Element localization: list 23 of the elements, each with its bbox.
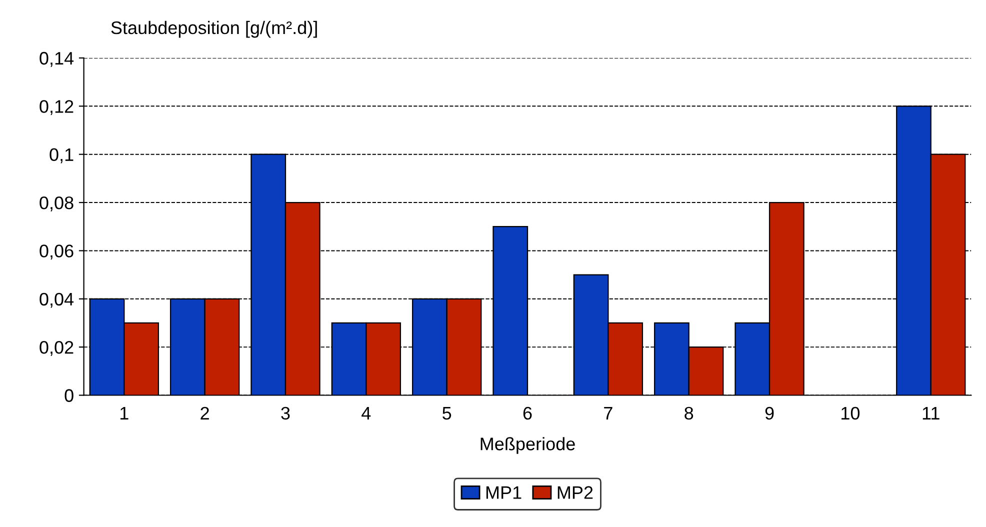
y-tick-label: 0,04 <box>40 292 74 308</box>
y-tick-label: 0,06 <box>40 244 74 260</box>
x-tick-label: 8 <box>684 406 694 420</box>
y-tick-label: 0,1 <box>50 148 74 164</box>
x-tick-label: 1 <box>120 407 128 420</box>
y-tick-label: 0,08 <box>40 196 74 212</box>
y-tick-label: 0,12 <box>40 100 74 116</box>
x-tick-label: 2 <box>200 406 209 420</box>
x-axis-title: Meßperiode <box>480 437 575 454</box>
x-tick-label: 5 <box>442 407 452 420</box>
x-tick-label: 10 <box>842 406 860 420</box>
legend-label: MP2 <box>558 486 593 499</box>
y-tick-label: 0 <box>64 389 74 402</box>
y-tick-label: 0,02 <box>40 341 74 356</box>
x-tick-label: 11 <box>922 407 940 420</box>
y-tick-label: 0,14 <box>40 52 74 67</box>
x-tick-label: 9 <box>765 406 774 420</box>
x-tick-label: 6 <box>523 406 532 420</box>
x-tick-label: 4 <box>362 407 371 420</box>
legend-label: MP1 <box>486 486 522 499</box>
x-tick-label: 3 <box>281 406 290 420</box>
x-tick-label: 7 <box>604 407 612 420</box>
y-axis-title: Staubdeposition [g/(m².d)] <box>111 20 317 38</box>
